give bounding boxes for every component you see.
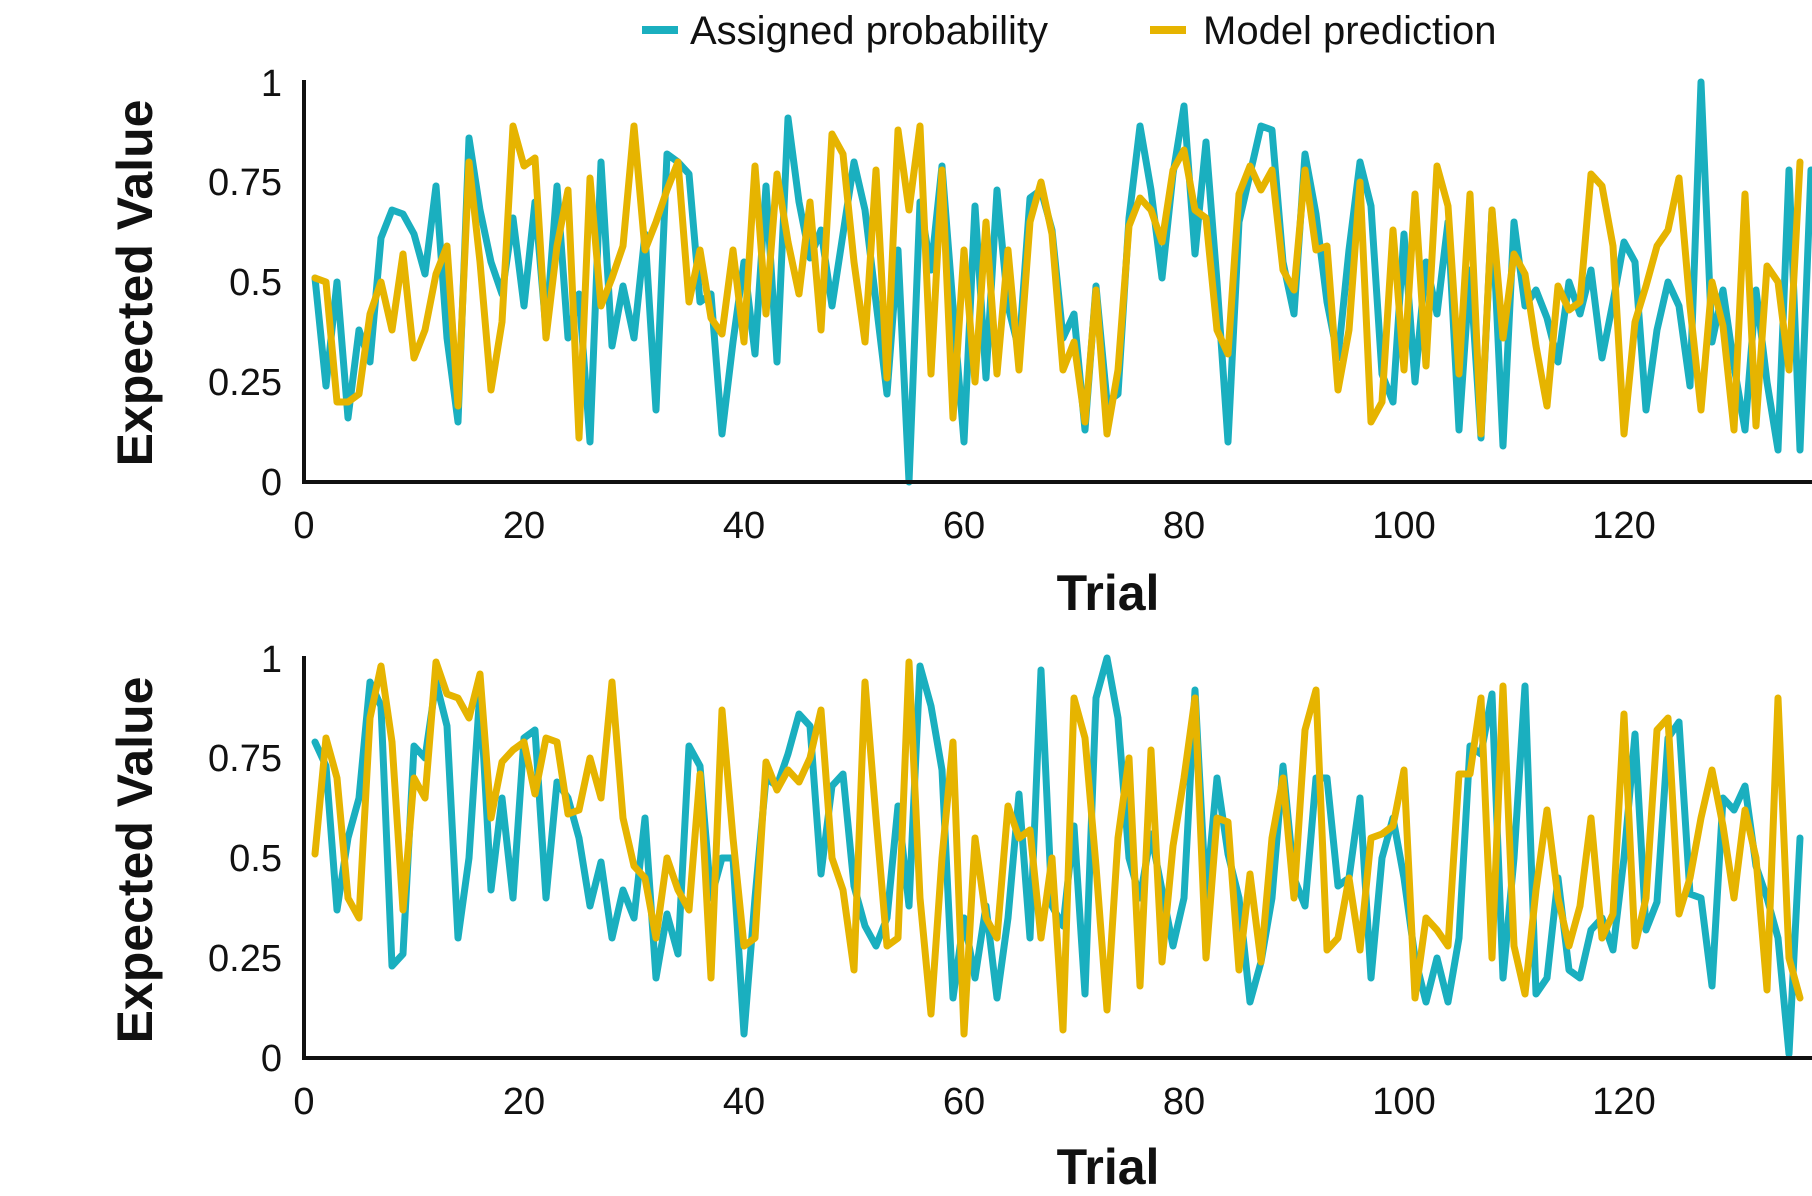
x-tick-labels: 0 20 40 60 80 100 120 140: [293, 505, 1655, 547]
x-tick-label: 0: [293, 505, 314, 547]
x-tick-label: 120: [1592, 505, 1655, 547]
chart-top: 0 0.25 0.5 0.75 1 0 20 40 60 80 100 120 …: [107, 63, 1812, 621]
x-tick-label: 100: [1372, 505, 1435, 547]
x-tick-label: 60: [943, 505, 985, 547]
x-tick-label: 80: [1163, 1081, 1205, 1123]
y-tick-label: 0.75: [208, 162, 282, 204]
x-tick-label: 20: [503, 1081, 545, 1123]
series-layer: [311, 654, 1804, 1058]
y-tick-label: 0.25: [208, 362, 282, 404]
y-tick-label: 0.5: [229, 838, 282, 880]
x-tick-label: 60: [943, 1081, 985, 1123]
x-tick-label: 120: [1592, 1081, 1655, 1123]
y-axis-title: Expected Value: [107, 677, 163, 1044]
x-axis-title: Trial: [1057, 1139, 1160, 1195]
legend-label-assigned: Assigned probability: [690, 9, 1048, 53]
y-tick-label: 0.75: [208, 738, 282, 780]
y-tick-label: 1: [261, 639, 282, 681]
y-tick-labels: 0 0.25 0.5 0.75 1: [208, 63, 282, 504]
x-axis-title: Trial: [1057, 565, 1160, 621]
y-tick-label: 1: [261, 63, 282, 105]
x-tick-labels: 0 20 40 60 80 100 120 140: [293, 1081, 1655, 1123]
y-tick-label: 0.5: [229, 262, 282, 304]
series-line-model-prediction: [311, 122, 1804, 442]
x-tick-label: 40: [723, 1081, 765, 1123]
y-axis-title: Expected Value: [107, 100, 163, 467]
x-tick-label: 100: [1372, 1081, 1435, 1123]
y-tick-label: 0: [261, 462, 282, 504]
x-tick-label: 0: [293, 1081, 314, 1123]
y-tick-label: 0.25: [208, 938, 282, 980]
x-tick-label: 20: [503, 505, 545, 547]
x-tick-label: 40: [723, 505, 765, 547]
y-tick-labels: 0 0.25 0.5 0.75 1: [208, 639, 282, 1080]
y-tick-label: 0: [261, 1038, 282, 1080]
legend: Assigned probability Model prediction: [642, 9, 1497, 53]
legend-label-model: Model prediction: [1203, 9, 1497, 53]
series-line-model-prediction: [311, 658, 1804, 1038]
series-layer: [311, 78, 1812, 486]
chart-bottom: 0 0.25 0.5 0.75 1 0 20 40 60 80 100 120 …: [107, 639, 1812, 1195]
x-tick-label: 80: [1163, 505, 1205, 547]
